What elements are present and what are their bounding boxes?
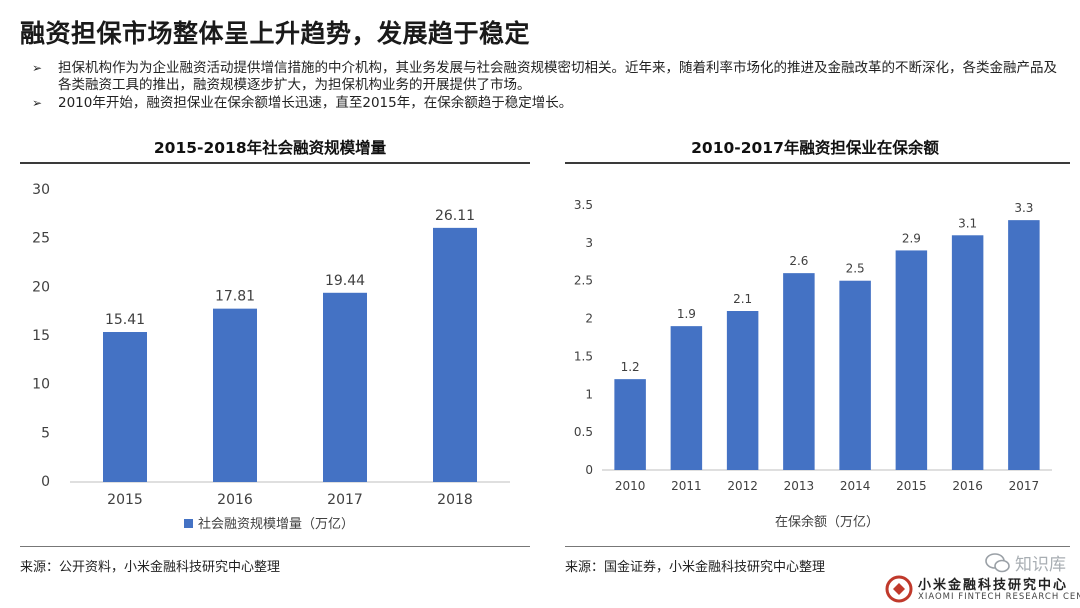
data-label: 2.1	[733, 292, 752, 306]
legend-swatch	[184, 519, 193, 528]
data-label: 2.9	[902, 231, 921, 245]
y-tick-label: 0	[41, 474, 50, 490]
left-chart-title: 2015-2018年社会融资规模增量	[153, 139, 387, 157]
x-tick-label: 2013	[784, 479, 815, 493]
page-title: 融资担保市场整体呈上升趋势，发展趋于稳定	[20, 19, 531, 48]
bar-2012	[726, 311, 759, 470]
watermark-text: 知识库	[1015, 555, 1066, 575]
xiaomi-logo-icon	[885, 575, 913, 603]
x-tick-label: 2010	[615, 479, 646, 493]
bar-2014	[839, 280, 871, 470]
left-source-rule	[20, 546, 530, 547]
y-tick-label: 3.5	[574, 198, 593, 212]
y-tick-label: 1	[585, 387, 593, 401]
data-label: 26.11	[435, 208, 475, 224]
bar-2017	[1008, 220, 1040, 470]
x-tick-label: 2016	[217, 492, 253, 508]
data-label: 1.9	[677, 307, 696, 321]
y-tick-label: 25	[32, 231, 50, 247]
x-tick-label: 2018	[437, 492, 473, 508]
bar-2013	[783, 273, 815, 470]
right-chart-title: 2010-2017年融资担保业在保余额	[691, 139, 939, 157]
bullet-text: 2010年开始，融资担保业在保余额增长迅速，直至2015年，在保余额趋于稳定增长…	[58, 95, 573, 111]
right-source-note: 来源：国金证券，小米金融科技研究中心整理	[565, 560, 826, 575]
y-tick-label: 15	[32, 328, 50, 344]
bar-2017	[323, 292, 367, 482]
x-tick-label: 2015	[107, 492, 143, 508]
arrow-bullet-icon: ➢	[32, 96, 43, 110]
y-tick-label: 20	[32, 279, 50, 295]
logo-text: 小米金融科技研究中心	[918, 578, 1069, 593]
arrow-bullet-icon: ➢	[32, 61, 43, 75]
y-tick-label: 0	[585, 463, 593, 477]
bar-2015	[895, 250, 928, 470]
logo-subtitle: XIAOMI FINTECH RESEARCH CENTER	[918, 592, 1080, 602]
x-axis-title: 在保余额（万亿）	[775, 514, 879, 530]
x-tick-label: 2017	[327, 492, 363, 508]
y-tick-label: 0.5	[574, 425, 593, 439]
left-source-note: 来源：公开资料，小米金融科技研究中心整理	[20, 560, 281, 575]
y-tick-label: 2	[585, 312, 593, 326]
y-tick-label: 5	[41, 425, 50, 441]
data-label: 2.6	[789, 254, 808, 268]
bar-2011	[670, 326, 703, 470]
bullet-list: ➢ 担保机构作为为企业融资活动提供增信措施的中介机构，其业务发展与社会融资规模密…	[30, 60, 1065, 113]
y-tick-label: 2.5	[574, 274, 593, 288]
x-tick-label: 2011	[671, 479, 702, 493]
x-tick-label: 2016	[952, 479, 983, 493]
x-tick-label: 2017	[1009, 479, 1040, 493]
legend-label: 社会融资规模增量（万亿）	[198, 516, 354, 532]
y-tick-label: 1.5	[574, 349, 593, 363]
data-label: 1.2	[621, 360, 640, 374]
y-tick-label: 3	[585, 236, 593, 250]
bullet-item: ➢ 2010年开始，融资担保业在保余额增长迅速，直至2015年，在保余额趋于稳定…	[30, 95, 1065, 112]
bar-2016	[951, 235, 984, 470]
watermark: 知识库	[985, 550, 1077, 576]
right-title-rule	[565, 162, 1070, 164]
data-label: 3.3	[1014, 201, 1033, 215]
x-tick-label: 2015	[896, 479, 927, 493]
left-title-rule	[20, 162, 530, 164]
bar-2015	[103, 332, 147, 482]
wechat-icon	[985, 553, 1010, 573]
bar-2016	[213, 308, 257, 482]
y-tick-label: 30	[32, 182, 50, 198]
bullet-item: ➢ 担保机构作为为企业融资活动提供增信措施的中介机构，其业务发展与社会融资规模密…	[30, 60, 1065, 94]
data-label: 2.5	[846, 262, 865, 276]
x-tick-label: 2014	[840, 479, 871, 493]
data-label: 15.41	[105, 312, 145, 328]
x-tick-label: 2012	[727, 479, 758, 493]
right-source-rule	[565, 546, 1070, 547]
bar-2018	[433, 227, 477, 482]
data-label: 19.44	[325, 273, 365, 289]
y-tick-label: 10	[32, 377, 50, 393]
bar-2010	[614, 379, 646, 470]
data-label: 3.1	[958, 216, 977, 230]
data-label: 17.81	[215, 289, 255, 305]
bullet-text: 担保机构作为为企业融资活动提供增信措施的中介机构，其业务发展与社会融资规模密切相…	[58, 60, 1057, 93]
research-center-logo: 小米金融科技研究中心 XIAOMI FINTECH RESEARCH CENTE…	[882, 572, 1080, 606]
